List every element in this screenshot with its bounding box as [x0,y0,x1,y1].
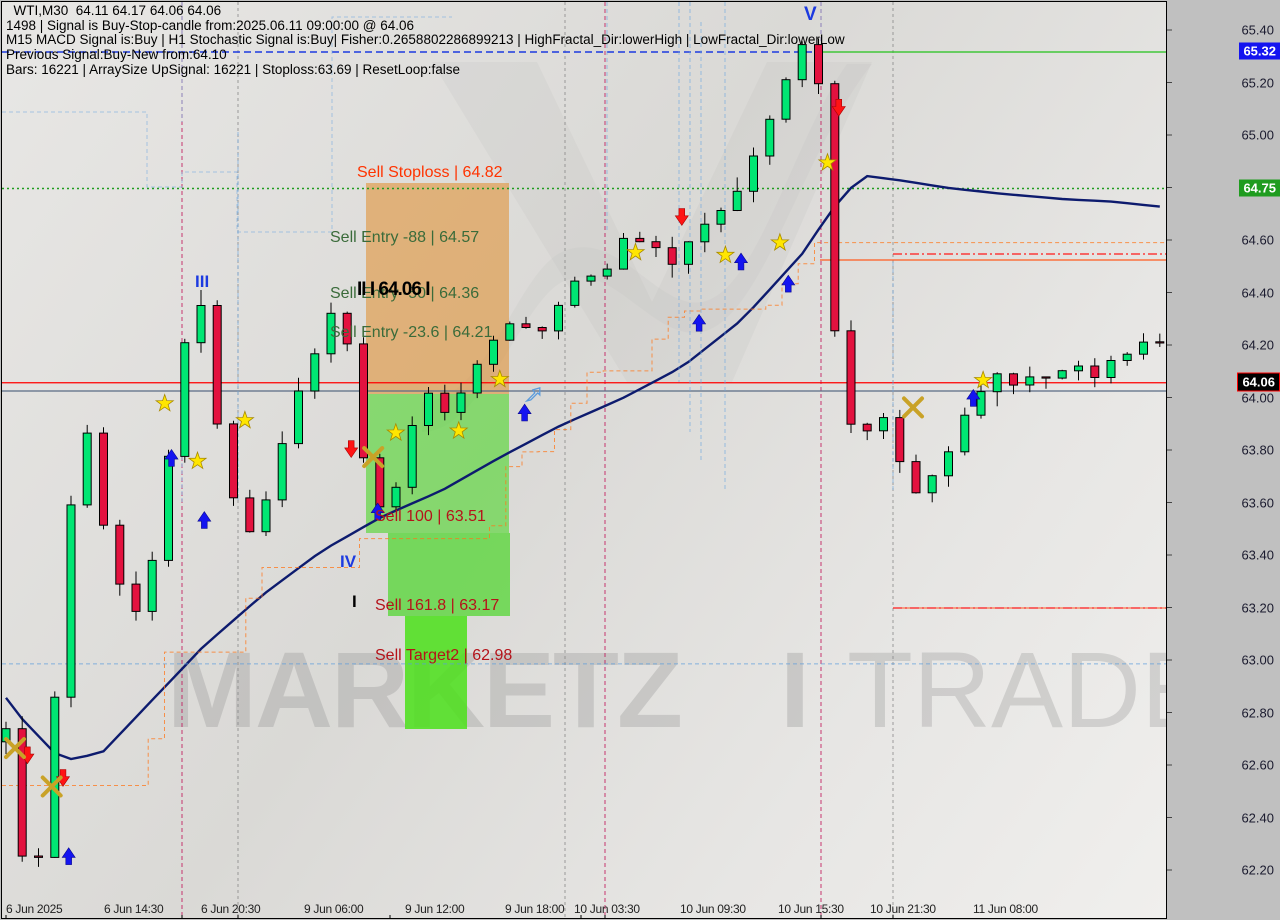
svg-text:TRADE: TRADE [847,629,1167,750]
svg-text:I: I [780,629,810,750]
